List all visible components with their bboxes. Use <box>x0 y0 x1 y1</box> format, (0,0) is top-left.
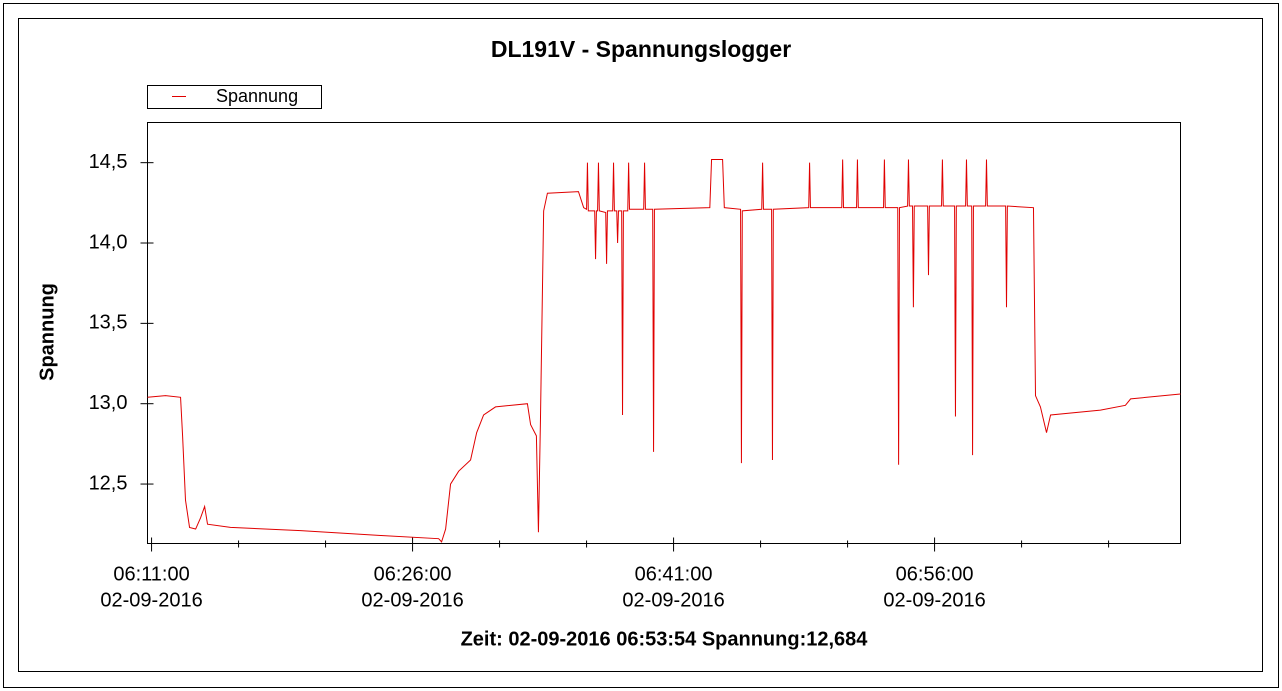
y-tick-label: 14,5 <box>89 151 128 173</box>
legend-label: Spannung <box>216 86 298 106</box>
x-tick-label-line: 06:56:00 <box>896 564 974 586</box>
x-tick-label-line: 06:41:00 <box>635 564 713 586</box>
legend-box <box>147 85 322 109</box>
footer-status: Zeit: 02-09-2016 06:53:54 Spannung:12,68… <box>461 628 869 650</box>
data-line <box>147 158 1181 543</box>
chart-title: DL191V - Spannungslogger <box>491 36 791 62</box>
y-tick-label: 13,0 <box>89 392 128 414</box>
y-tick-label: 13,5 <box>89 312 128 334</box>
x-tick-label-line: 02-09-2016 <box>883 590 985 612</box>
x-tick-label-line: 02-09-2016 <box>361 590 463 612</box>
x-tick-label: 06:11:00 02-09-2016 <box>100 564 202 612</box>
inner-frame <box>18 18 1263 672</box>
x-tick-label: 06:41:00 02-09-2016 <box>622 564 724 612</box>
x-tick-label-line: 06:26:00 <box>374 564 452 586</box>
x-tick-label-line: 06:11:00 <box>113 564 189 586</box>
x-tick-label-line: 02-09-2016 <box>100 590 202 612</box>
y-axis-label: Spannung <box>36 283 58 381</box>
plot-area <box>147 122 1181 544</box>
y-tick-label: 12,5 <box>89 472 128 494</box>
x-tick-label: 06:26:00 02-09-2016 <box>361 564 463 612</box>
x-tick-label-line: 02-09-2016 <box>622 590 724 612</box>
outer-frame <box>3 3 1279 688</box>
x-tick-label: 06:56:00 02-09-2016 <box>883 564 985 612</box>
y-tick-label: 14,0 <box>89 231 128 253</box>
